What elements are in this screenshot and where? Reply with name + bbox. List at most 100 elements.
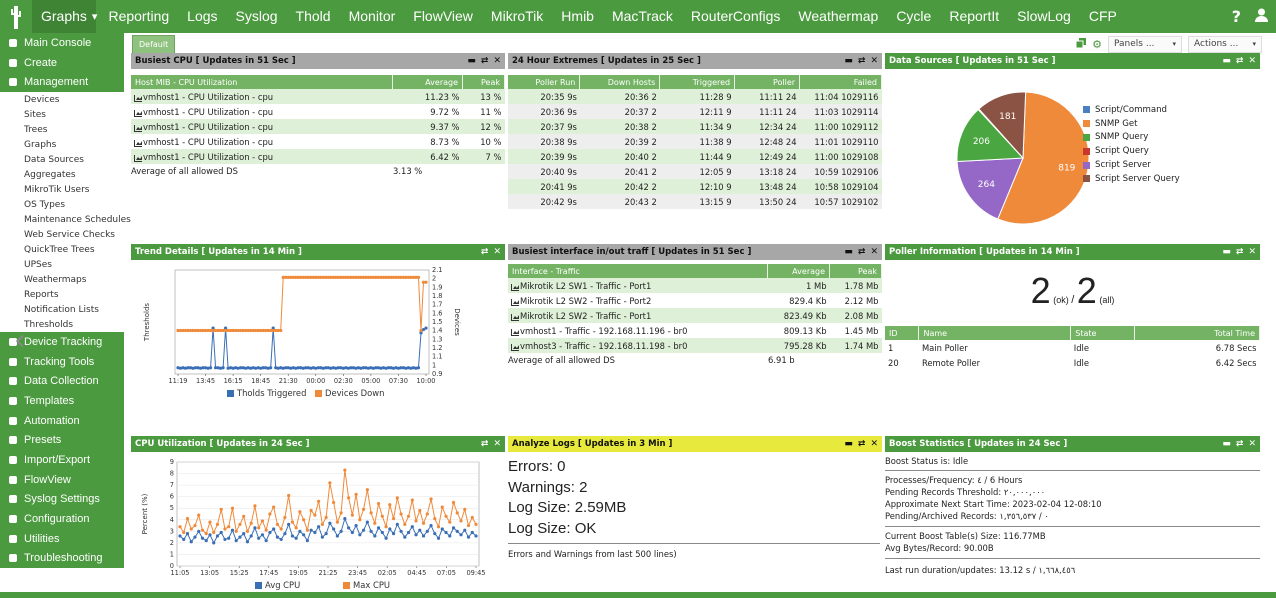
- nav-monitor[interactable]: Monitor: [348, 8, 396, 24]
- graph-icon[interactable]: [134, 154, 142, 162]
- refresh-icon[interactable]: ⇄: [857, 439, 866, 449]
- sidebar-management[interactable]: Management: [0, 72, 124, 93]
- column-header[interactable]: Poller: [734, 75, 801, 89]
- legend-item[interactable]: Script Query: [1083, 144, 1180, 158]
- graph-icon[interactable]: [134, 139, 142, 147]
- collapse-sidebar-arrow-icon[interactable]: ‹: [14, 323, 26, 358]
- sidebar-sub-devices[interactable]: Devices: [0, 92, 124, 108]
- column-header[interactable]: State: [1070, 326, 1136, 340]
- graph-icon[interactable]: [134, 94, 142, 102]
- sidebar-main-console[interactable]: Main Console: [0, 33, 124, 53]
- legend-item[interactable]: Script Server Query: [1083, 172, 1180, 186]
- sidebar-sub-aggregates[interactable]: Aggregates: [0, 167, 124, 183]
- refresh-icon[interactable]: ⇄: [1235, 56, 1244, 66]
- sidebar-sub-os-types[interactable]: OS Types: [0, 197, 124, 213]
- sidebar-sub-notification-lists[interactable]: Notification Lists: [0, 302, 124, 318]
- sidebar-flowview[interactable]: FlowView: [0, 469, 124, 490]
- sidebar-tracking-tools[interactable]: Tracking Tools: [0, 351, 124, 372]
- graph-icon[interactable]: [511, 328, 519, 336]
- sidebar-import-export[interactable]: Import/Export: [0, 450, 124, 470]
- refresh-icon[interactable]: ⇄: [857, 247, 866, 257]
- column-header[interactable]: ID: [885, 326, 920, 340]
- close-icon[interactable]: ✕: [493, 439, 501, 449]
- refresh-icon[interactable]: ⇄: [480, 439, 489, 449]
- sidebar-templates[interactable]: Templates: [0, 391, 124, 411]
- cacti-logo-icon[interactable]: [0, 0, 32, 33]
- nav-cfp[interactable]: CFP: [1088, 8, 1117, 24]
- close-icon[interactable]: ✕: [1248, 439, 1256, 449]
- sidebar-sub-reports[interactable]: Reports: [0, 287, 124, 303]
- pie-slice-snmp-query[interactable]: [956, 108, 1025, 163]
- sidebar-sub-trees[interactable]: Trees: [0, 122, 124, 138]
- sidebar-data-collection[interactable]: Data Collection: [0, 371, 124, 392]
- graph-icon[interactable]: [134, 109, 142, 117]
- sidebar-sub-upses[interactable]: UPSes: [0, 257, 124, 273]
- sidebar-sub-sites[interactable]: Sites: [0, 107, 124, 123]
- column-header[interactable]: Total Time: [1134, 326, 1260, 340]
- column-header[interactable]: Average: [392, 75, 464, 89]
- sidebar-automation[interactable]: Automation: [0, 410, 124, 431]
- refresh-icon[interactable]: ⇄: [857, 56, 866, 66]
- chevron-down-icon[interactable]: ▾: [91, 10, 98, 23]
- close-icon[interactable]: ✕: [1248, 247, 1256, 257]
- print-icon[interactable]: ▬: [844, 439, 853, 449]
- pie-slice-script-server-query[interactable]: [978, 91, 1027, 160]
- sidebar-configuration[interactable]: Configuration: [0, 509, 124, 529]
- column-header[interactable]: Failed: [799, 75, 882, 89]
- nav-graphs[interactable]: Graphs: [32, 0, 96, 33]
- print-icon[interactable]: ▬: [844, 56, 853, 66]
- print-icon[interactable]: ▬: [1222, 56, 1231, 66]
- sidebar-create[interactable]: Create: [0, 52, 124, 73]
- legend-item[interactable]: SNMP Get: [1083, 117, 1180, 131]
- print-icon[interactable]: ▬: [844, 247, 853, 257]
- graph-icon[interactable]: [511, 343, 519, 351]
- nav-weathermap[interactable]: Weathermap: [798, 8, 879, 24]
- nav-reporting[interactable]: Reporting: [108, 8, 170, 24]
- graph-icon[interactable]: [134, 124, 142, 132]
- column-header[interactable]: Interface - Traffic: [508, 264, 769, 278]
- close-icon[interactable]: ✕: [493, 247, 501, 257]
- sidebar-sub-data-sources[interactable]: Data Sources: [0, 152, 124, 168]
- help-icon[interactable]: ?: [1231, 7, 1241, 26]
- column-header[interactable]: Name: [918, 326, 1072, 340]
- column-header[interactable]: Poller Run: [508, 75, 581, 89]
- actions-dropdown[interactable]: Actions ... ▾: [1188, 35, 1262, 53]
- print-icon[interactable]: ▬: [467, 56, 476, 66]
- column-header[interactable]: Down Hosts: [579, 75, 661, 89]
- tab-default[interactable]: Default: [132, 35, 176, 54]
- legend-item[interactable]: SNMP Query: [1083, 131, 1180, 145]
- sidebar-presets[interactable]: Presets: [0, 430, 124, 451]
- legend-item[interactable]: Script/Command: [1083, 103, 1180, 117]
- sidebar-sub-thresholds[interactable]: Thresholds: [0, 317, 124, 333]
- refresh-icon[interactable]: ⇄: [480, 247, 489, 257]
- column-header[interactable]: Peak: [462, 75, 505, 89]
- graph-icon[interactable]: [511, 283, 519, 291]
- nav-syslog[interactable]: Syslog: [235, 8, 278, 24]
- copy-icon[interactable]: [1075, 37, 1087, 51]
- pie-slice-script-server[interactable]: [956, 157, 1024, 220]
- sidebar-sub-quicktree-trees[interactable]: QuickTree Trees: [0, 242, 124, 258]
- column-header[interactable]: Peak: [829, 264, 882, 278]
- settings-gear-icon[interactable]: ⚙: [1092, 37, 1102, 51]
- sidebar-syslog-settings[interactable]: Syslog Settings: [0, 489, 124, 510]
- nav-slowlog[interactable]: SlowLog: [1017, 8, 1071, 24]
- nav-flowview[interactable]: FlowView: [413, 8, 473, 24]
- nav-hmib[interactable]: Hmib: [561, 8, 594, 24]
- nav-reportit[interactable]: ReportIt: [949, 8, 1000, 24]
- refresh-icon[interactable]: ⇄: [1235, 247, 1244, 257]
- legend-item[interactable]: Script Server: [1083, 158, 1180, 172]
- nav-mactrack[interactable]: MacTrack: [611, 8, 673, 24]
- nav-routerconfigs[interactable]: RouterConfigs: [690, 8, 781, 24]
- column-header[interactable]: Triggered: [659, 75, 736, 89]
- sidebar-sub-mikrotik-users[interactable]: MikroTik Users: [0, 182, 124, 198]
- close-icon[interactable]: ✕: [493, 56, 501, 66]
- print-icon[interactable]: ▬: [1222, 247, 1231, 257]
- pie-slice-snmp-get[interactable]: [997, 91, 1090, 225]
- sidebar-sub-graphs[interactable]: Graphs: [0, 137, 124, 153]
- close-icon[interactable]: ✕: [870, 247, 878, 257]
- panels-dropdown[interactable]: Panels ... ▾: [1108, 35, 1182, 53]
- close-icon[interactable]: ✕: [1248, 56, 1256, 66]
- sidebar-sub-weathermaps[interactable]: Weathermaps: [0, 272, 124, 288]
- refresh-icon[interactable]: ⇄: [480, 56, 489, 66]
- nav-logs[interactable]: Logs: [187, 8, 218, 24]
